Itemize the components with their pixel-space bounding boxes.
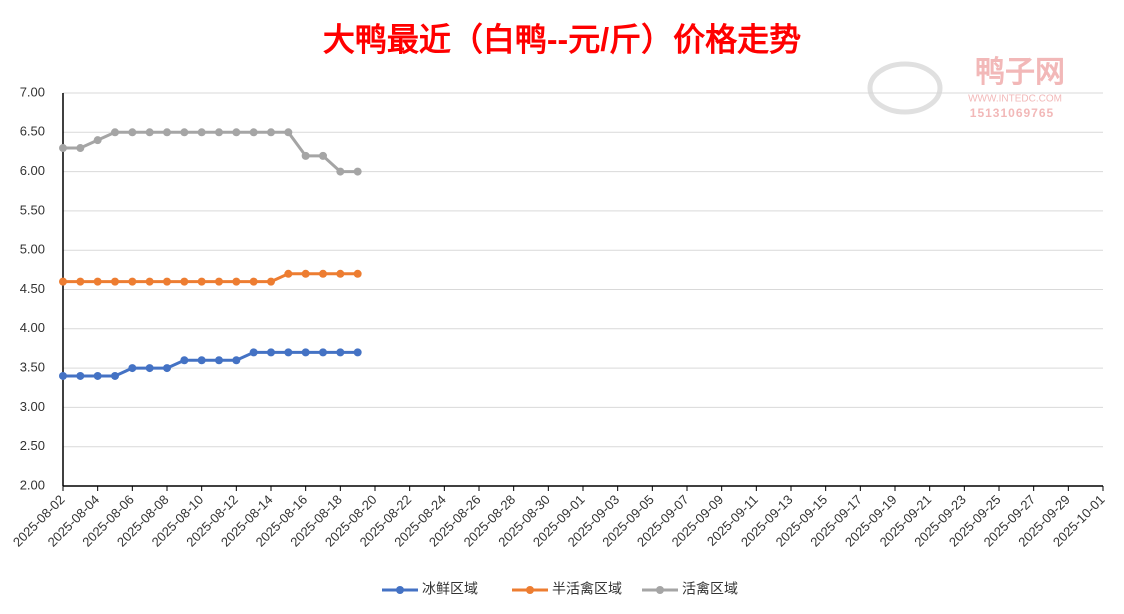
point	[128, 364, 137, 373]
point	[284, 269, 293, 278]
watermark-phone: 15131069765	[970, 106, 1054, 120]
point	[111, 277, 119, 286]
point	[301, 151, 310, 160]
point	[180, 356, 189, 365]
point	[111, 371, 119, 380]
point	[336, 269, 345, 278]
point	[319, 151, 327, 160]
point	[197, 356, 206, 365]
point	[145, 277, 154, 286]
y-tick-label: 4.00	[20, 320, 45, 335]
point	[284, 348, 293, 357]
y-tick-label: 3.50	[20, 360, 45, 375]
legend-label: 半活禽区域	[552, 581, 622, 597]
point	[249, 128, 258, 137]
watermark-name: 鸭子网	[975, 56, 1065, 89]
series-line	[63, 350, 358, 378]
point	[215, 128, 223, 137]
legend-label: 冰鲜区域	[422, 581, 478, 597]
point	[59, 144, 67, 153]
point	[336, 348, 345, 357]
watermark-url: WWW.INTEDC.COM	[968, 94, 1062, 105]
y-tick-label: 6.00	[20, 163, 45, 178]
watermark-logo	[867, 61, 943, 115]
point	[215, 277, 223, 286]
series-line	[63, 272, 358, 284]
point	[232, 356, 241, 365]
point	[197, 277, 206, 286]
point	[267, 277, 275, 286]
point	[301, 269, 310, 278]
y-tick-label: 2.00	[20, 477, 45, 492]
point	[93, 136, 102, 145]
point	[232, 128, 241, 137]
point	[353, 269, 362, 278]
point	[319, 269, 327, 278]
legend-marker	[656, 586, 664, 594]
point	[145, 364, 154, 373]
point	[59, 371, 67, 380]
point	[319, 348, 327, 357]
legend-marker	[396, 586, 404, 594]
point	[180, 277, 189, 286]
y-tick-label: 5.50	[20, 202, 45, 217]
point	[59, 277, 67, 286]
point	[353, 167, 362, 176]
point	[215, 356, 223, 365]
point	[111, 128, 119, 137]
point	[249, 348, 258, 357]
y-tick-label: 3.00	[20, 399, 45, 414]
y-tick-label: 6.50	[20, 124, 45, 139]
y-tick-label: 7.00	[20, 84, 45, 99]
point	[232, 277, 241, 286]
point	[145, 128, 154, 137]
y-tick-label: 4.50	[20, 281, 45, 296]
point	[163, 128, 171, 137]
y-tick-label: 5.00	[20, 242, 45, 257]
point	[163, 277, 171, 286]
point	[76, 371, 85, 380]
point	[128, 277, 137, 286]
legend-label: 活禽区域	[682, 581, 738, 597]
point	[267, 348, 275, 357]
point	[197, 128, 206, 137]
point	[76, 277, 85, 286]
series-line	[63, 130, 358, 174]
legend-marker	[526, 586, 534, 594]
point	[93, 371, 102, 380]
point	[163, 364, 171, 373]
point	[249, 277, 258, 286]
point	[76, 144, 85, 153]
point	[128, 128, 137, 137]
point	[336, 167, 345, 176]
point	[180, 128, 189, 137]
point	[267, 128, 275, 137]
chart-title: 大鸭最近（白鸭--元/斤）价格走势	[323, 21, 801, 57]
point	[301, 348, 310, 357]
point	[353, 348, 362, 357]
y-tick-label: 2.50	[20, 438, 45, 453]
point	[284, 128, 293, 137]
point	[93, 277, 102, 286]
